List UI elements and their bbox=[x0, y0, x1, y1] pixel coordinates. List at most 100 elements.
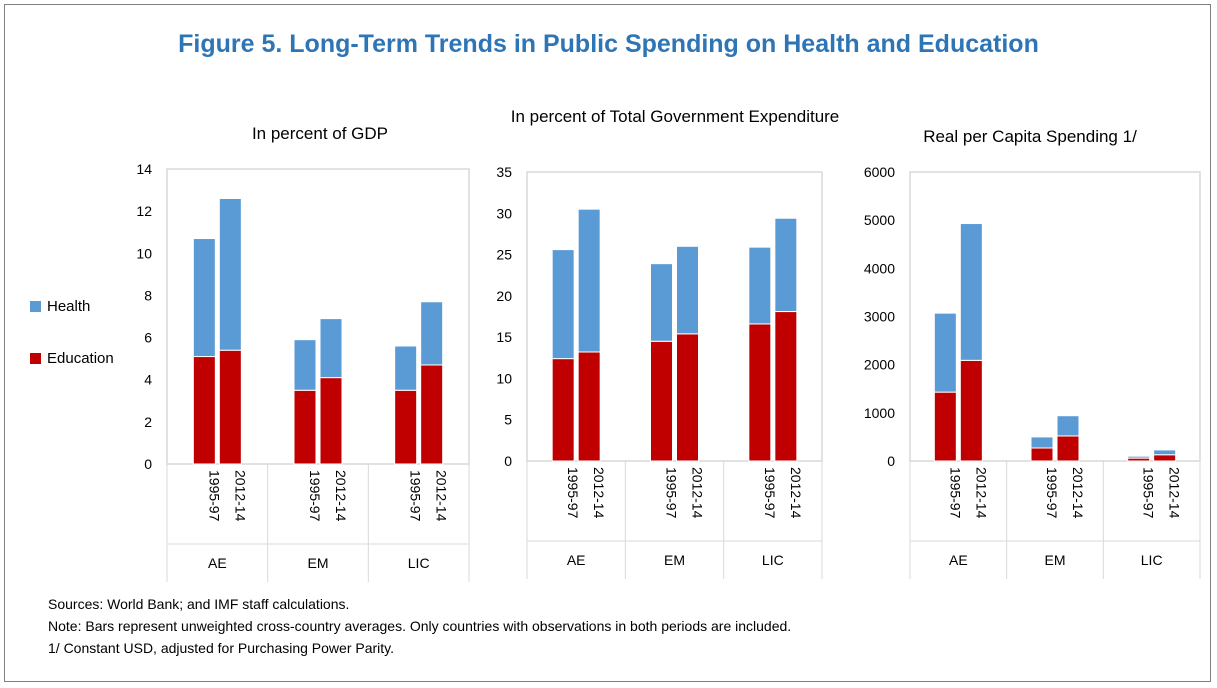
chart-2-title: In percent of Total Government Expenditu… bbox=[510, 107, 840, 126]
bar-education-em-1995-97 bbox=[650, 340, 673, 462]
bar-education-em-2012-14 bbox=[676, 333, 699, 462]
plot-area-2 bbox=[526, 171, 823, 462]
category-label: 2012-14 bbox=[1070, 467, 1086, 519]
legend: Health Education bbox=[30, 280, 114, 384]
category-label: 2012-14 bbox=[232, 470, 248, 522]
legend-item-health: Health bbox=[30, 280, 114, 332]
y-tick-label: 4 bbox=[144, 372, 152, 388]
bar-health-ae-1995-97 bbox=[551, 249, 575, 360]
bar-health-lic-2012-14 bbox=[420, 301, 444, 366]
footer-sources: Sources: World Bank; and IMF staff calcu… bbox=[48, 596, 350, 612]
bar-education-lic-1995-97 bbox=[394, 389, 418, 465]
bar-health-ae-1995-97 bbox=[933, 312, 957, 393]
bar-education-ae-1995-97 bbox=[551, 358, 575, 462]
bar-health-em-1995-97 bbox=[650, 263, 673, 342]
category-label: 2012-14 bbox=[333, 470, 349, 522]
y-tick-label: 12 bbox=[136, 203, 152, 219]
chart-3-title: Real per Capita Spending 1/ bbox=[923, 127, 1137, 146]
y-tick-label: 25 bbox=[496, 247, 512, 263]
bar-education-em-1995-97 bbox=[1030, 447, 1054, 462]
bar-education-lic-2012-14 bbox=[1153, 454, 1177, 462]
bar-education-lic-2012-14 bbox=[420, 364, 444, 465]
y-tick-label: 0 bbox=[144, 456, 152, 472]
category-label: 2012-14 bbox=[1167, 467, 1183, 519]
y-tick-label: 8 bbox=[144, 287, 152, 303]
y-tick-label: 35 bbox=[496, 164, 512, 180]
bar-health-em-2012-14 bbox=[1056, 415, 1080, 437]
bar-health-lic-1995-97 bbox=[394, 345, 418, 391]
category-label: 2012-14 bbox=[788, 467, 804, 519]
category-label: 1995-97 bbox=[408, 470, 424, 522]
y-tick-label: 3000 bbox=[864, 309, 895, 325]
category-label: 2012-14 bbox=[690, 467, 706, 519]
y-tick-label: 6000 bbox=[864, 164, 895, 180]
y-tick-label: 20 bbox=[496, 288, 512, 304]
category-label: 1995-97 bbox=[762, 467, 778, 519]
bar-health-ae-2012-14 bbox=[959, 223, 983, 361]
legend-label-education: Education bbox=[47, 349, 114, 367]
legend-label-health: Health bbox=[47, 297, 91, 315]
bar-health-em-2012-14 bbox=[319, 318, 343, 379]
y-tick-label: 1000 bbox=[864, 405, 895, 421]
y-tick-label: 0 bbox=[504, 453, 512, 469]
category-label: 2012-14 bbox=[973, 467, 989, 519]
y-tick-label: 10 bbox=[496, 370, 512, 386]
bar-health-ae-2012-14 bbox=[577, 208, 601, 353]
group-label: LIC bbox=[1141, 552, 1163, 568]
bar-health-lic-2012-14 bbox=[774, 217, 798, 313]
bar-education-ae-2012-14 bbox=[577, 351, 601, 462]
category-label: 1995-97 bbox=[1141, 467, 1157, 519]
plot-area-1 bbox=[166, 168, 470, 465]
y-tick-label: 2 bbox=[144, 414, 152, 430]
y-tick-label: 2000 bbox=[864, 357, 895, 373]
group-label: EM bbox=[1045, 552, 1066, 568]
category-label: 2012-14 bbox=[434, 470, 450, 522]
bar-health-ae-1995-97 bbox=[192, 238, 216, 358]
legend-swatch-health bbox=[30, 300, 41, 312]
category-label: 2012-14 bbox=[591, 467, 607, 519]
bar-education-ae-2012-14 bbox=[959, 359, 983, 462]
bar-health-em-1995-97 bbox=[1030, 436, 1054, 449]
category-label: 1995-97 bbox=[664, 467, 680, 519]
footer-note: Note: Bars represent unweighted cross-co… bbox=[48, 618, 792, 634]
y-tick-label: 5 bbox=[504, 412, 512, 428]
y-tick-label: 15 bbox=[496, 329, 512, 345]
category-label: 1995-97 bbox=[565, 467, 581, 519]
group-label: LIC bbox=[408, 555, 430, 571]
y-tick-label: 14 bbox=[136, 161, 152, 177]
y-tick-label: 10 bbox=[136, 245, 152, 261]
category-label: 1995-97 bbox=[206, 470, 222, 522]
y-tick-label: 6 bbox=[144, 330, 152, 346]
footer-notes: Sources: World Bank; and IMF staff calcu… bbox=[48, 593, 791, 659]
bar-education-ae-1995-97 bbox=[933, 391, 957, 462]
group-label: EM bbox=[308, 555, 329, 571]
plot-area-3 bbox=[909, 171, 1201, 462]
legend-item-education: Education bbox=[30, 332, 114, 384]
footer-footnote: 1/ Constant USD, adjusted for Purchasing… bbox=[48, 640, 395, 656]
legend-swatch-education bbox=[30, 352, 41, 364]
y-tick-label: 5000 bbox=[864, 212, 895, 228]
y-tick-label: 30 bbox=[496, 205, 512, 221]
bar-health-lic-1995-97 bbox=[748, 246, 772, 325]
bar-health-lic-1995-97 bbox=[1127, 455, 1151, 459]
bar-education-lic-1995-97 bbox=[748, 323, 772, 462]
bar-education-em-2012-14 bbox=[1056, 435, 1080, 462]
category-label: 1995-97 bbox=[307, 470, 323, 522]
bar-education-em-2012-14 bbox=[319, 377, 343, 465]
y-tick-label: 0 bbox=[887, 453, 895, 469]
bar-education-ae-1995-97 bbox=[192, 356, 216, 465]
category-label: 1995-97 bbox=[947, 467, 963, 519]
figure-frame bbox=[4, 4, 1211, 682]
chart-1-title: In percent of GDP bbox=[251, 124, 389, 143]
group-label: LIC bbox=[762, 552, 784, 568]
bar-education-lic-2012-14 bbox=[774, 311, 798, 462]
bar-education-em-1995-97 bbox=[293, 389, 317, 465]
figure-title: Figure 5. Long-Term Trends in Public Spe… bbox=[178, 30, 1039, 58]
bar-health-em-1995-97 bbox=[293, 339, 317, 391]
bar-education-ae-2012-14 bbox=[218, 349, 242, 465]
group-label: AE bbox=[567, 552, 586, 568]
bar-health-lic-2012-14 bbox=[1153, 449, 1177, 456]
group-label: AE bbox=[208, 555, 227, 571]
group-label: EM bbox=[664, 552, 685, 568]
